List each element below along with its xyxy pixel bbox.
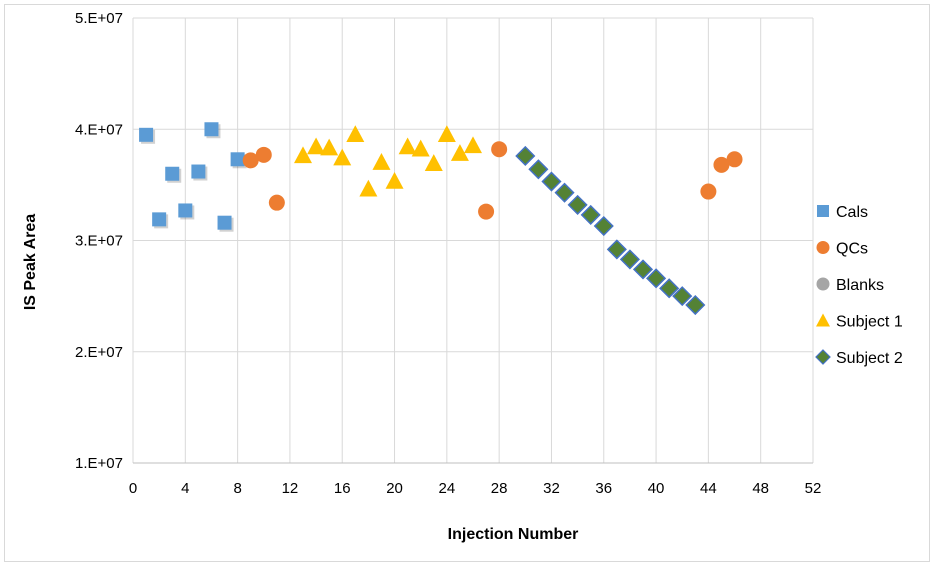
point-subject-1 <box>320 138 339 156</box>
x-tick-label: 0 <box>129 480 137 497</box>
point-cals <box>191 164 206 179</box>
point-cals <box>139 127 154 142</box>
series-subject-2 <box>515 145 706 316</box>
y-tick-label: 2.E+07 <box>75 344 123 361</box>
point-subject-1 <box>398 137 417 155</box>
point-cals <box>217 215 232 230</box>
point-qcs <box>242 152 259 169</box>
legend-item: Subject 2 <box>815 349 903 367</box>
point-subject-2 <box>685 294 706 316</box>
point-subject-2 <box>580 204 601 225</box>
point-qcs <box>478 203 495 220</box>
legend: Cals QCs Blanks Subject 1 Subject 2 <box>815 204 903 367</box>
x-axis-title: Injection Number <box>448 526 579 543</box>
point-subject-2 <box>672 286 693 307</box>
point-cals <box>165 166 180 181</box>
legend-marker <box>817 205 829 217</box>
legend-label: QCs <box>836 241 868 258</box>
legend-item: QCs <box>816 241 868 258</box>
point-subject-1 <box>450 144 469 161</box>
y-tick-labels: 1.E+07 2.E+07 3.E+07 4.E+07 5.E+07 <box>75 10 123 472</box>
point-cals <box>230 152 245 167</box>
legend-item: Cals <box>817 204 868 221</box>
y-axis-title: IS Peak Area <box>22 214 39 310</box>
point-subject-1 <box>307 137 326 155</box>
point-qcs <box>268 194 285 211</box>
legend-label: Cals <box>836 204 868 221</box>
point-qcs <box>700 183 717 200</box>
y-tick-label: 5.E+07 <box>75 10 123 27</box>
point-cals <box>152 212 167 227</box>
scatter-chart: 1.E+072.E+073.E+074.E+075.E+07 0 4 8 12 16 20… <box>22 10 903 543</box>
point-subject-2 <box>554 182 575 203</box>
point-subject-2 <box>659 278 680 299</box>
series-cals <box>139 122 247 232</box>
y-tick-label: 4.E+07 <box>75 121 123 138</box>
point-subject-2 <box>606 239 627 260</box>
point-subject-2 <box>541 171 562 192</box>
x-tick-label: 40 <box>648 480 665 497</box>
legend-marker <box>816 277 830 291</box>
point-subject-2 <box>593 215 614 237</box>
point-subject-2 <box>515 145 536 167</box>
legend-item: Blanks <box>816 277 884 294</box>
x-tick-label: 4 <box>181 480 189 497</box>
legend-label: Blanks <box>836 277 884 294</box>
point-qcs <box>255 146 272 163</box>
x-tick-label: 32 <box>543 480 560 497</box>
point-subject-2 <box>619 249 640 270</box>
legend-marker <box>815 349 831 365</box>
point-subject-1 <box>437 125 456 143</box>
point-qcs <box>726 151 743 168</box>
point-subject-1 <box>411 139 430 157</box>
legend-marker <box>816 241 830 254</box>
point-subject-2 <box>528 159 549 180</box>
legend-label: Subject 1 <box>836 314 903 331</box>
point-subject-1 <box>359 179 378 197</box>
x-tick-label: 52 <box>805 480 822 497</box>
x-tick-label: 16 <box>334 480 351 497</box>
point-subject-1 <box>385 171 404 189</box>
point-subject-2 <box>646 268 667 289</box>
series-qcs <box>242 141 743 220</box>
x-tick-labels: 0 4 8 12 16 20 24 28 32 36 40 44 48 52 <box>129 480 822 497</box>
x-tick-label: 8 <box>233 480 241 497</box>
point-qcs <box>491 141 508 158</box>
point-subject-1 <box>346 125 365 143</box>
data-points <box>139 122 743 316</box>
point-subject-1 <box>372 153 391 170</box>
point-subject-1 <box>424 154 443 171</box>
y-tick-label: 3.E+07 <box>75 233 123 250</box>
x-tick-label: 24 <box>439 480 456 497</box>
point-subject-1 <box>464 136 482 154</box>
x-tick-label: 12 <box>282 480 299 497</box>
y-tick-label: 1.E+07 <box>75 455 123 472</box>
legend-marker <box>816 313 830 327</box>
x-tick-label: 44 <box>700 480 717 497</box>
x-tick-label: 48 <box>752 480 769 497</box>
legend-item: Subject 1 <box>816 313 903 331</box>
x-tick-label: 28 <box>491 480 508 497</box>
x-tick-label: 36 <box>595 480 612 497</box>
point-subject-2 <box>632 259 654 280</box>
point-cals <box>178 203 193 218</box>
point-qcs <box>713 156 730 173</box>
x-tick-label: 20 <box>386 480 403 497</box>
gridlines <box>132 17 814 464</box>
series-subject-1 <box>294 125 482 197</box>
point-subject-1 <box>294 146 312 164</box>
legend-label: Subject 2 <box>836 350 903 367</box>
point-subject-2 <box>567 194 588 215</box>
point-cals <box>204 122 219 137</box>
point-subject-1 <box>333 148 352 166</box>
chart-frame: 1.E+07 2.E+07 3.E+07 4.E+07 5.E+07 0 4 8 12 16 20… <box>4 4 930 562</box>
